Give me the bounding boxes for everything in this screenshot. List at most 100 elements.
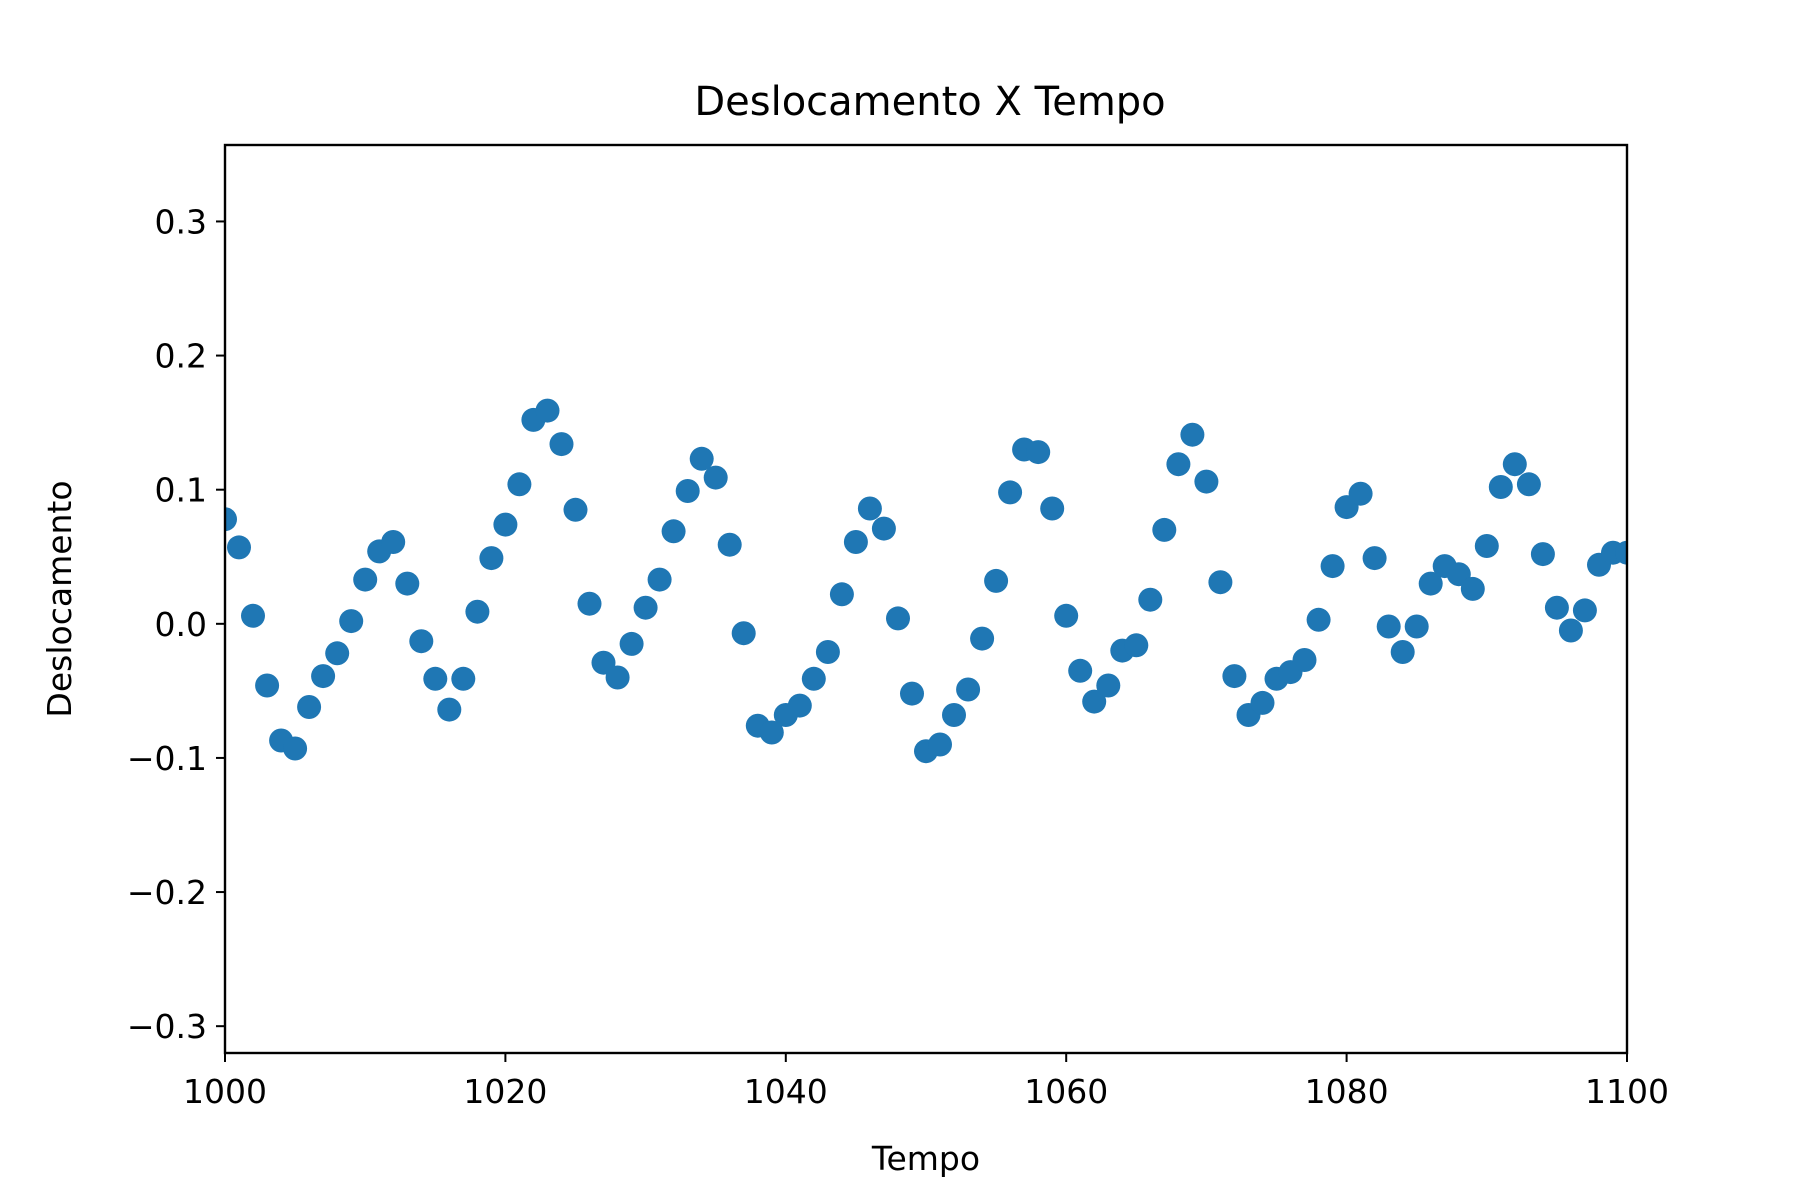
data-point xyxy=(787,693,812,718)
chart-title: Deslocamento X Tempo xyxy=(694,79,1165,125)
data-point xyxy=(1166,452,1191,477)
data-point xyxy=(549,432,574,457)
data-point xyxy=(886,606,910,631)
data-point xyxy=(493,512,518,537)
data-point xyxy=(1306,607,1331,632)
x-tick-label: 1000 xyxy=(183,1072,267,1111)
data-point xyxy=(970,626,995,651)
data-point xyxy=(241,603,265,628)
data-points xyxy=(225,398,1627,764)
data-point xyxy=(857,496,882,521)
data-point xyxy=(409,629,434,654)
data-point xyxy=(956,677,981,702)
data-point xyxy=(255,673,280,698)
x-tick-label: 1020 xyxy=(463,1072,547,1111)
y-tick-label: 0.0 xyxy=(155,605,207,644)
data-point xyxy=(423,666,448,691)
data-point xyxy=(1054,603,1079,628)
y-axis: −0.3 −0.2 −0.1 0.0 0.1 0.2 0.3 xyxy=(127,202,225,1046)
data-point xyxy=(1250,690,1275,715)
data-point xyxy=(227,535,251,560)
data-point xyxy=(283,736,308,761)
x-axis: 1000 1020 1040 1060 1080 1100 xyxy=(183,1053,1669,1111)
data-point xyxy=(731,621,756,646)
data-point xyxy=(1404,614,1429,639)
data-point xyxy=(1068,658,1093,683)
data-point xyxy=(900,681,924,706)
data-point xyxy=(1460,576,1485,601)
data-point xyxy=(1488,475,1513,499)
data-point xyxy=(1572,598,1597,623)
data-point xyxy=(801,666,826,691)
data-point xyxy=(1152,517,1177,542)
plot-frame xyxy=(223,143,1629,1055)
y-tick-label: −0.3 xyxy=(127,1007,207,1046)
data-point xyxy=(1096,673,1121,698)
data-point xyxy=(633,595,658,620)
data-point xyxy=(465,599,490,624)
data-point xyxy=(311,664,336,689)
x-tick-label: 1080 xyxy=(1305,1072,1389,1111)
data-point xyxy=(1124,633,1149,658)
data-point xyxy=(535,398,560,423)
y-axis-label: Deslocamento xyxy=(40,480,79,717)
data-point xyxy=(619,631,644,656)
data-point xyxy=(647,567,672,592)
data-point xyxy=(577,591,602,616)
data-point xyxy=(395,571,420,596)
data-point xyxy=(1040,496,1065,521)
data-point xyxy=(984,568,1009,593)
x-tick-label: 1060 xyxy=(1024,1072,1108,1111)
data-point xyxy=(998,480,1023,505)
data-point xyxy=(1348,481,1373,506)
data-point xyxy=(1222,664,1247,689)
data-point xyxy=(225,507,237,532)
data-point xyxy=(1208,570,1233,595)
data-point xyxy=(1390,640,1415,664)
data-point xyxy=(1474,534,1499,558)
data-point xyxy=(1418,571,1443,596)
data-point xyxy=(339,609,364,634)
data-point xyxy=(381,530,406,554)
y-tick-label: −0.1 xyxy=(127,739,207,778)
data-point xyxy=(1558,618,1583,643)
data-point xyxy=(325,641,350,666)
data-point xyxy=(1615,540,1627,565)
x-tick-label: 1040 xyxy=(744,1072,828,1111)
data-point xyxy=(928,732,952,757)
data-point xyxy=(451,666,476,691)
data-point xyxy=(1138,587,1163,612)
data-point xyxy=(297,695,322,719)
data-point xyxy=(1376,614,1401,639)
data-point xyxy=(1362,546,1387,571)
data-point xyxy=(507,472,532,497)
data-point xyxy=(479,546,504,571)
data-point xyxy=(759,720,784,745)
data-point xyxy=(1180,422,1205,447)
data-point xyxy=(563,497,588,522)
data-point xyxy=(1320,554,1345,579)
data-point xyxy=(605,665,630,690)
data-point xyxy=(1544,595,1569,620)
data-point xyxy=(942,703,966,727)
data-point xyxy=(675,479,700,503)
data-point xyxy=(1530,542,1555,567)
data-point xyxy=(815,640,840,664)
y-tick-label: 0.3 xyxy=(155,202,207,241)
data-point xyxy=(843,530,868,554)
y-tick-label: 0.1 xyxy=(155,471,207,510)
data-point xyxy=(1292,648,1317,672)
data-point xyxy=(1516,472,1541,497)
data-point xyxy=(1194,469,1219,494)
data-point xyxy=(1026,440,1051,465)
data-point xyxy=(703,465,728,490)
data-point xyxy=(353,567,378,592)
data-point xyxy=(717,532,742,557)
y-tick-label: −0.2 xyxy=(127,873,207,912)
x-tick-label: 1100 xyxy=(1585,1072,1669,1111)
data-point xyxy=(1502,452,1527,477)
data-point xyxy=(661,519,686,544)
data-point xyxy=(689,446,714,471)
data-point xyxy=(1082,689,1107,714)
